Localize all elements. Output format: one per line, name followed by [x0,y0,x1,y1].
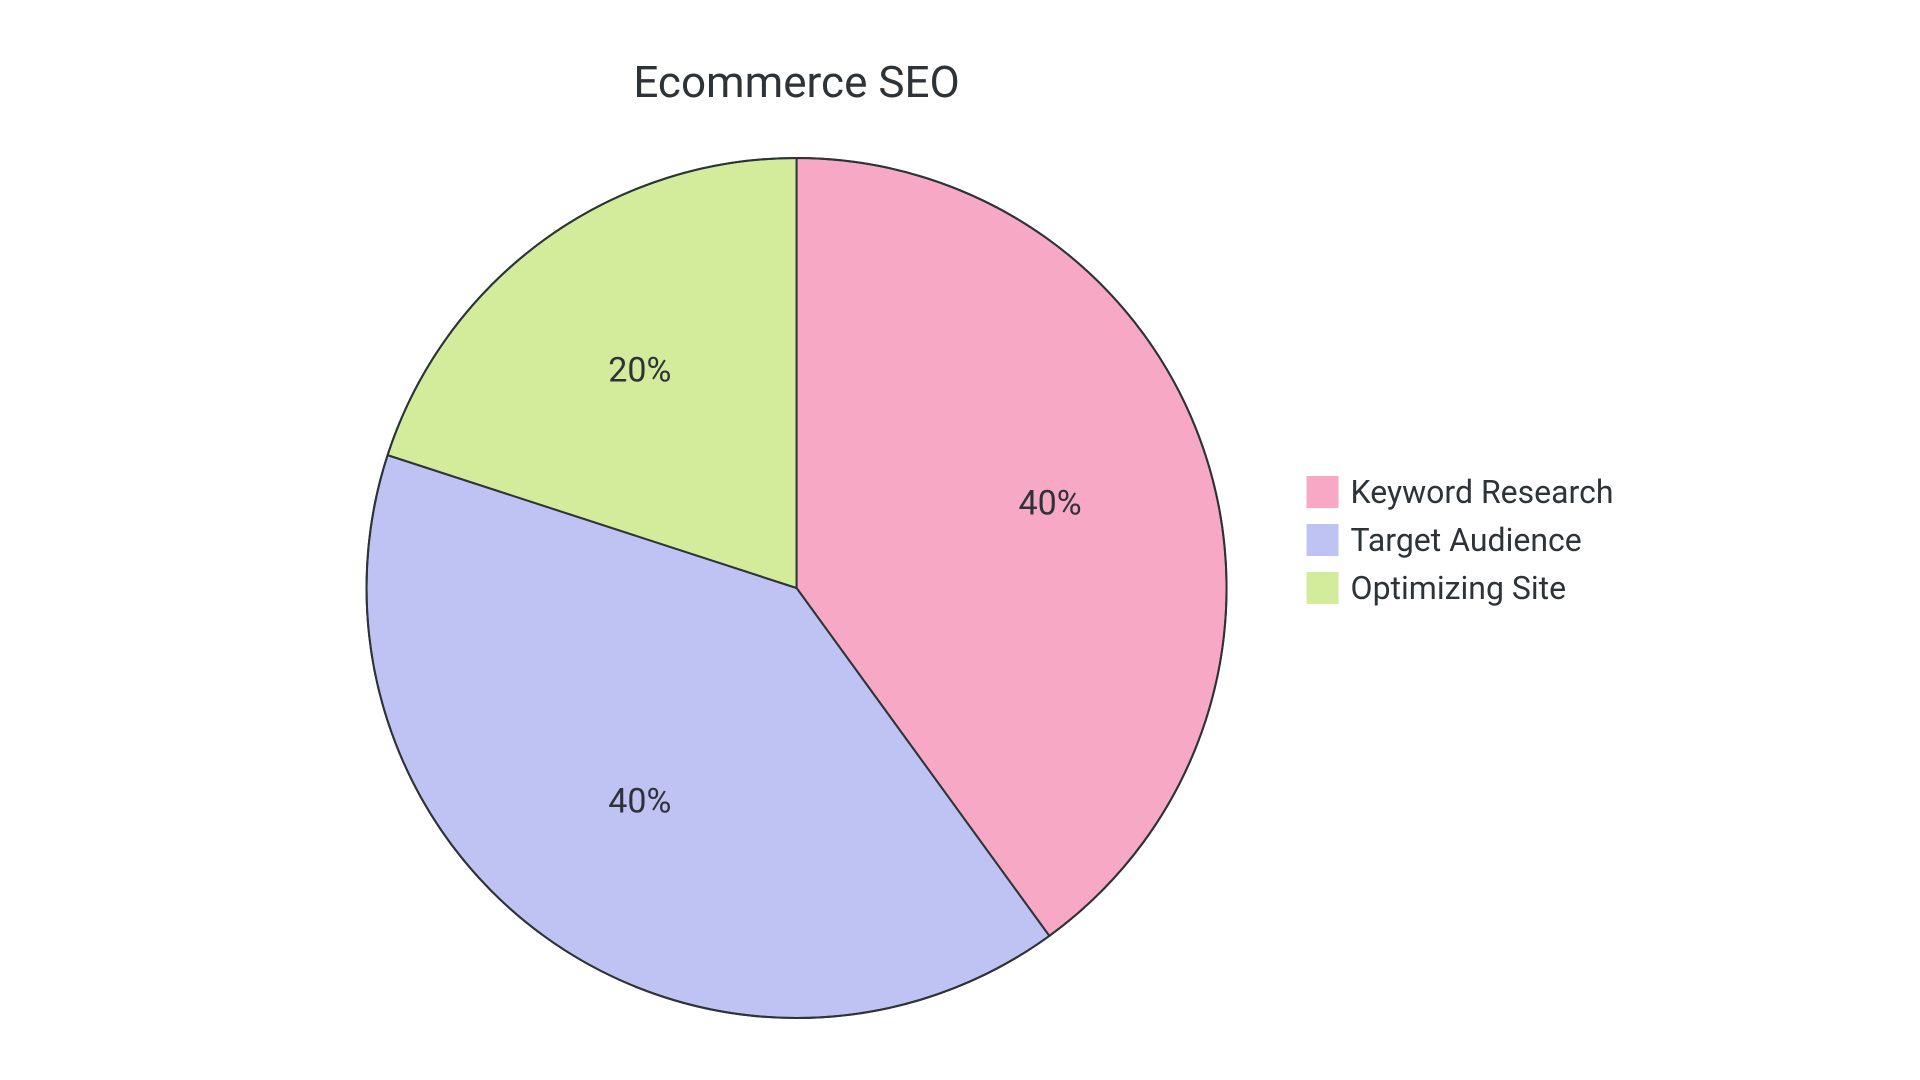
legend-swatch-1 [1307,524,1339,556]
legend-label-1: Target Audience [1351,521,1582,559]
chart-title: Ecommerce SEO [633,56,959,108]
legend-item-0: Keyword Research [1307,473,1614,511]
legend-swatch-0 [1307,476,1339,508]
legend-item-2: Optimizing Site [1307,569,1614,607]
legend-item-1: Target Audience [1307,521,1614,559]
legend-swatch-2 [1307,572,1339,604]
pie-slice-label-0: 40% [1019,484,1082,524]
chart-wrap: Ecommerce SEO 40% 40% 20% Keyword Research… [307,50,1614,1030]
pie-slice-label-1: 40% [608,782,671,822]
legend-label-0: Keyword Research [1351,473,1614,511]
pie-area: Ecommerce SEO 40% 40% 20% [307,50,1287,1030]
chart-stage: Ecommerce SEO 40% 40% 20% Keyword Research… [0,0,1920,1080]
legend: Keyword Research Target Audience Optimizin… [1307,473,1614,607]
pie-chart: 40% 40% 20% [307,108,1287,1028]
pie-slice-label-2: 20% [608,350,671,390]
legend-label-2: Optimizing Site [1351,569,1567,607]
